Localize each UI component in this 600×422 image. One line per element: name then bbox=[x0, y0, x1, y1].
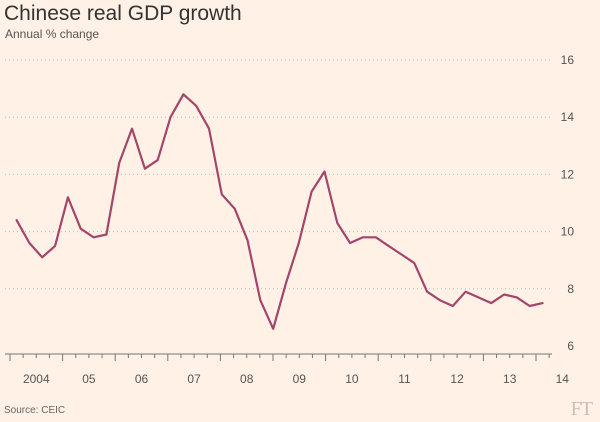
series-line-0 bbox=[15, 93, 544, 330]
x-tick-label-10: 10 bbox=[345, 372, 359, 386]
chart-title: Chinese real GDP growth bbox=[4, 2, 242, 25]
y-tick-label-10: 10 bbox=[561, 225, 575, 239]
x-tick-label-09: 09 bbox=[293, 372, 307, 386]
y-tick-label-14: 14 bbox=[561, 110, 575, 124]
source-note: Source: CEIC bbox=[4, 405, 66, 416]
y-tick-label-8: 8 bbox=[567, 282, 574, 296]
x-tick-label-08: 08 bbox=[240, 372, 254, 386]
x-tick-label-2004: 2004 bbox=[23, 372, 50, 386]
x-tick-label-12: 12 bbox=[450, 372, 464, 386]
x-tick-label-05: 05 bbox=[82, 372, 96, 386]
x-tick-label-14: 14 bbox=[556, 372, 570, 386]
y-tick-label-12: 12 bbox=[561, 167, 575, 181]
y-tick-label-16: 16 bbox=[561, 53, 575, 67]
y-tick-label-6: 6 bbox=[567, 339, 574, 353]
x-tick-label-07: 07 bbox=[187, 372, 201, 386]
x-tick-label-06: 06 bbox=[135, 372, 149, 386]
x-tick-label-11: 11 bbox=[398, 372, 411, 386]
ft-logo: FT bbox=[570, 398, 593, 420]
chart-subtitle: Annual % change bbox=[5, 27, 100, 41]
x-tick-label-13: 13 bbox=[503, 372, 517, 386]
